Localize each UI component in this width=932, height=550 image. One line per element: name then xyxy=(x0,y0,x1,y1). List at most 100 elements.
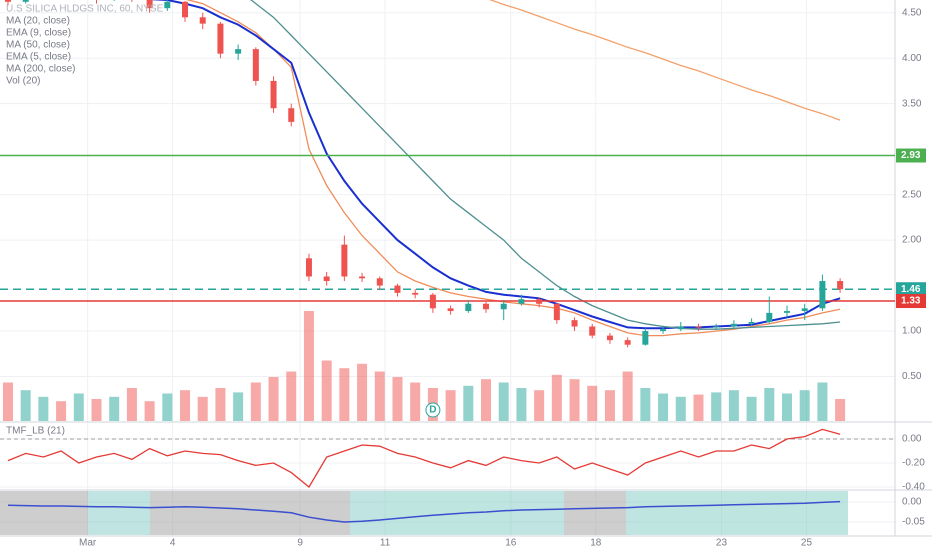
volume-bar xyxy=(250,382,261,421)
x-tick-label: 18 xyxy=(590,538,602,549)
x-tick-label: 11 xyxy=(380,538,391,549)
candle-body xyxy=(713,326,720,328)
volume-bar xyxy=(516,388,527,421)
volume-bar xyxy=(781,393,792,421)
legend-item: Vol (20) xyxy=(6,76,40,87)
candle-body xyxy=(606,335,613,341)
candle-body xyxy=(341,244,348,277)
y-tick-label: -0.40 xyxy=(902,482,925,493)
volume-bar xyxy=(321,360,332,421)
legend-item: MA (200, close) xyxy=(6,64,75,75)
symbol-title: U.S SILICA HLDGS INC, 60, NYSE xyxy=(6,4,164,15)
candle-body xyxy=(748,321,755,324)
candle-body xyxy=(235,49,242,54)
candle-body xyxy=(553,303,560,321)
labels: U.S SILICA HLDGS INC, 60, NYSE TMF_LB (2… xyxy=(6,4,926,549)
x-tick-label: 9 xyxy=(297,538,303,549)
y-tick-label: 0.00 xyxy=(902,497,922,508)
dividend-label: D xyxy=(429,405,436,416)
candle-body xyxy=(182,1,189,18)
tmf-title: TMF_LB (21) xyxy=(6,426,65,437)
candle-body xyxy=(500,303,507,310)
candle-body xyxy=(819,281,826,309)
candle-body xyxy=(146,0,153,9)
oscillator xyxy=(7,500,841,523)
candle-body xyxy=(217,23,224,54)
candle-body xyxy=(518,299,525,304)
candle-body xyxy=(483,303,490,310)
volume-bar xyxy=(711,392,722,421)
volume-bar xyxy=(303,311,314,421)
price-level-tag xyxy=(896,294,926,309)
legend-item: MA (20, close) xyxy=(6,16,70,27)
moving-average xyxy=(185,0,841,337)
candle-body xyxy=(412,292,419,295)
volume-bar xyxy=(339,368,350,421)
candle-body xyxy=(305,258,312,277)
volume-bar xyxy=(109,396,120,421)
y-tick-label: 0.00 xyxy=(902,434,922,445)
price-level-label: 2.93 xyxy=(901,150,921,161)
volume-bar xyxy=(197,396,208,421)
volume-bar xyxy=(126,388,137,421)
volume-bar xyxy=(162,393,173,421)
volume-bar xyxy=(481,379,492,421)
volume-bar xyxy=(56,401,67,421)
candle-body xyxy=(660,329,667,332)
volume-bar xyxy=(374,371,385,421)
candle-body xyxy=(429,294,436,309)
candle-body xyxy=(288,108,295,122)
volume-bar xyxy=(410,382,421,421)
volume xyxy=(2,311,846,421)
x-tick-label: 25 xyxy=(801,538,813,549)
volume-bar xyxy=(268,377,279,421)
tmf xyxy=(0,428,895,488)
candle-body xyxy=(376,278,383,286)
volume-bar xyxy=(357,363,368,421)
moving-average xyxy=(250,0,841,330)
legend-item: MA (50, close) xyxy=(6,40,70,51)
volume-bar xyxy=(746,396,757,421)
candle-body xyxy=(270,80,277,109)
y-tick-label: 4.00 xyxy=(902,53,922,64)
y-tick-label: 1.00 xyxy=(902,326,922,337)
price-level-label: 1.46 xyxy=(901,284,921,295)
candle-body xyxy=(695,326,702,328)
volume-bar xyxy=(764,388,775,421)
candle-body xyxy=(22,0,29,2)
volume-bar xyxy=(551,374,562,421)
volume-bar xyxy=(640,388,651,421)
x-tick-label: 23 xyxy=(716,538,728,549)
volume-bar xyxy=(587,385,598,421)
volume-bar xyxy=(728,390,739,421)
volume-bar xyxy=(392,377,403,421)
volume-bar xyxy=(498,382,509,421)
volume-bar xyxy=(73,393,84,421)
candle-body xyxy=(4,0,11,2)
volume-bar xyxy=(817,382,828,421)
price-level-tag xyxy=(896,282,926,297)
volume-bar xyxy=(463,385,474,421)
volume-bar xyxy=(835,399,846,421)
x-tick-label: 4 xyxy=(170,538,176,549)
volume-bar xyxy=(445,390,456,421)
legend-item: EMA (5, close) xyxy=(6,52,71,63)
moving-average xyxy=(489,0,841,121)
candle-body xyxy=(677,326,684,330)
candle-body xyxy=(837,281,844,290)
volume-bar xyxy=(91,399,102,421)
price-level-label: 1.33 xyxy=(901,296,921,307)
volume-bar xyxy=(658,393,669,421)
candle-body xyxy=(394,285,401,293)
volume-bar xyxy=(2,382,13,421)
volume-bar xyxy=(286,371,297,421)
candle-body xyxy=(252,49,259,81)
x-tick-label: 16 xyxy=(505,538,517,549)
price xyxy=(0,0,895,348)
volume-bar xyxy=(799,390,810,421)
candle-body xyxy=(624,340,631,345)
candle-body xyxy=(730,323,737,327)
y-tick-label: 4.50 xyxy=(902,7,922,18)
y-tick-label: 2.00 xyxy=(902,235,922,246)
candle-body xyxy=(164,1,171,9)
